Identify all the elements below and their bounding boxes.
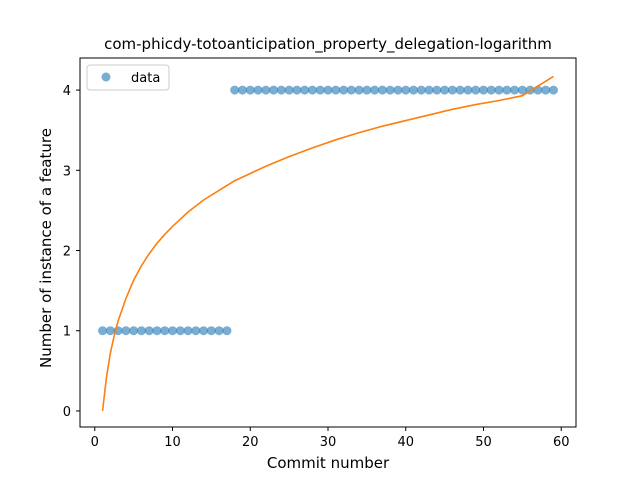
data-point: [377, 85, 387, 95]
data-point: [199, 326, 209, 336]
x-tick-label: 50: [475, 435, 492, 450]
data-point: [136, 326, 146, 336]
legend: data: [86, 64, 170, 91]
data-point: [152, 326, 162, 336]
data-point: [447, 85, 457, 95]
x-tick-label: 20: [242, 435, 259, 450]
data-point: [276, 85, 286, 95]
data-point: [486, 85, 496, 95]
data-point: [300, 85, 310, 95]
data-point: [214, 326, 224, 336]
data-point: [292, 85, 302, 95]
data-point: [463, 85, 473, 95]
data-point: [284, 85, 294, 95]
data-point: [517, 85, 527, 95]
fit-curve-line: [101, 75, 554, 412]
data-point: [471, 85, 481, 95]
data-point: [253, 85, 263, 95]
data-point: [331, 85, 341, 95]
legend-label: data: [131, 71, 160, 86]
x-tick-label: 10: [164, 435, 181, 450]
axes-frame: [79, 57, 577, 428]
data-point: [105, 326, 115, 336]
data-point: [323, 85, 333, 95]
data-point: [354, 85, 364, 95]
data-point: [370, 85, 380, 95]
legend-marker: [101, 72, 111, 82]
data-point: [478, 85, 488, 95]
data-point: [455, 85, 465, 95]
data-point: [269, 85, 279, 95]
data-point: [548, 85, 558, 95]
data-point: [230, 85, 240, 95]
data-point: [385, 85, 395, 95]
data-point: [494, 85, 504, 95]
y-axis-label: Number of instance of a feature: [37, 128, 55, 368]
data-point: [261, 85, 271, 95]
data-point: [121, 326, 131, 336]
data-point: [424, 85, 434, 95]
data-point: [245, 85, 255, 95]
data-point: [362, 85, 372, 95]
x-tick-label: 0: [91, 435, 99, 450]
plot-area: [98, 75, 558, 412]
data-point: [160, 326, 170, 336]
data-point: [416, 85, 426, 95]
x-tick-label: 40: [397, 435, 414, 450]
data-point: [168, 326, 178, 336]
data-point: [98, 326, 108, 336]
y-tick-label: 0: [63, 405, 71, 420]
data-point: [175, 326, 185, 336]
data-point: [191, 326, 201, 336]
data-point: [393, 85, 403, 95]
data-point: [144, 326, 154, 336]
data-point: [541, 85, 551, 95]
data-point: [222, 326, 232, 336]
data-point: [401, 85, 411, 95]
data-point: [502, 85, 512, 95]
y-tick-label: 1: [63, 325, 71, 340]
data-point: [440, 85, 450, 95]
data-point: [346, 85, 356, 95]
y-tick-label: 2: [63, 245, 71, 260]
data-point: [129, 326, 139, 336]
legend-box: [86, 64, 170, 91]
x-axis-label: Commit number: [267, 454, 390, 472]
data-point: [206, 326, 216, 336]
x-tick-label: 60: [553, 435, 570, 450]
chart-title: com-phicdy-totoanticipation_property_del…: [104, 35, 552, 54]
data-point: [315, 85, 325, 95]
y-tick-label: 3: [63, 164, 71, 179]
data-point: [432, 85, 442, 95]
data-point: [237, 85, 247, 95]
data-point: [339, 85, 349, 95]
y-tick-label: 4: [63, 84, 71, 99]
data-point: [307, 85, 317, 95]
data-point: [409, 85, 419, 95]
x-tick-label: 30: [320, 435, 337, 450]
data-point: [510, 85, 520, 95]
axis-ticks: 0 10 20 30 40 50 60 0 1 2 3 4: [63, 84, 570, 450]
data-point: [183, 326, 193, 336]
